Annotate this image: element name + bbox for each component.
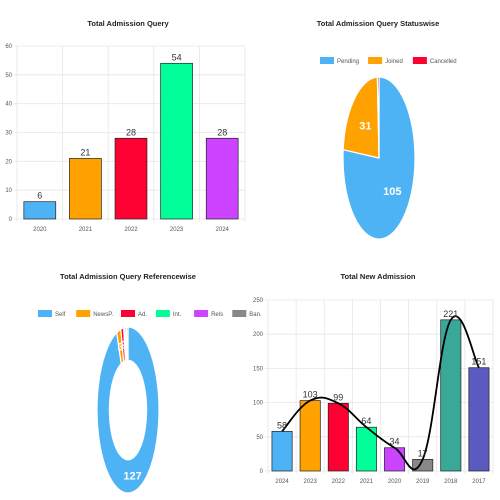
bar [468,367,490,472]
data-label: 28 [126,127,136,137]
chart1-title: Total Admission Query [87,19,169,28]
data-label: 103 [303,390,318,400]
chart-admission-query-statuswise: Total Admission Query Statuswise Pending… [317,19,457,240]
data-label: 54 [172,52,182,62]
legend-label[interactable]: Pending [337,59,359,65]
data-label: 21 [80,147,90,157]
legend-swatch[interactable] [76,310,91,317]
x-tick-label: 2024 [216,227,230,233]
bar [299,400,321,472]
legend-label[interactable]: Int. [173,312,182,318]
x-tick-label: 2017 [472,479,486,485]
legend-label[interactable]: Ban. [249,312,262,318]
y-tick-label: 10 [5,188,12,194]
chart3-title: Total Admission Query Referencewise [60,272,196,281]
slice-label: 3 [118,342,124,354]
data-label: 58 [277,420,287,430]
slice [96,326,160,494]
legend-label[interactable]: Cancelled [430,59,457,65]
x-tick-label: 2022 [332,479,346,485]
bar [114,137,148,220]
y-tick-label: 100 [253,401,264,407]
y-tick-label: 50 [256,435,263,441]
legend-label[interactable]: Ad. [138,312,147,318]
legend-label[interactable]: Joined [385,59,403,65]
legend-swatch[interactable] [38,310,52,317]
legend-label[interactable]: NewsP. [93,312,113,318]
slice-label: 2 [120,340,126,352]
slice-label: 127 [123,470,141,482]
legend-swatch[interactable] [155,310,170,317]
y-tick-label: 30 [5,131,12,137]
data-label: 151 [471,357,486,367]
data-label: 221 [443,309,458,319]
slice [125,326,129,361]
y-tick-label: 20 [5,159,12,165]
x-tick-label: 2023 [304,479,318,485]
bar [160,62,193,220]
y-tick-label: 200 [253,332,264,338]
x-tick-label: 2019 [416,479,430,485]
x-tick-label: 2023 [170,227,184,233]
legend-swatch[interactable] [232,310,247,317]
y-tick-label: 150 [253,366,264,372]
legend-swatch[interactable] [194,310,209,317]
data-label: 6 [37,191,42,201]
slice-label: 31 [359,121,371,133]
x-tick-label: 2018 [444,479,458,485]
y-tick-label: 0 [9,217,13,223]
x-tick-label: 2024 [275,479,289,485]
bar [384,447,406,472]
bar [69,158,102,220]
x-tick-label: 2021 [360,479,374,485]
x-tick-label: 2022 [124,227,138,233]
data-label: 17 [418,448,428,458]
y-tick-label: 250 [253,298,264,304]
bar [327,402,349,472]
y-tick-label: 60 [5,44,12,50]
y-tick-label: 0 [260,469,264,475]
legend-swatch[interactable] [368,57,383,64]
legend-label[interactable]: Self [55,312,66,318]
y-tick-label: 40 [5,102,12,108]
bar [271,430,293,472]
bar [23,201,57,220]
chart2-title: Total Admission Query Statuswise [317,19,440,28]
legend-label[interactable]: Rels [211,312,223,318]
legend-swatch[interactable] [320,57,334,64]
slice-label: 105 [383,186,401,198]
x-tick-label: 2020 [388,479,402,485]
chart4-title: Total New Admission [340,272,415,281]
x-tick-label: 2021 [79,227,93,233]
slice [342,76,380,159]
bar [205,137,239,220]
x-tick-label: 2020 [33,227,47,233]
data-label: 64 [361,416,371,426]
legend-swatch[interactable] [121,310,135,317]
slice [376,76,380,159]
slice [342,76,416,240]
trend-line [281,315,480,471]
data-label: 99 [333,392,343,402]
data-label: 34 [390,437,400,447]
legend-swatch[interactable] [412,57,427,64]
chart-total-admission-query: Total Admission Query 6 21 28 54 28 2020 2021… [5,19,246,233]
data-label: 28 [217,127,227,137]
y-tick-label: 50 [5,73,12,79]
chart-admission-query-referencewise: Total Admission Query Referencewise Self… [38,272,262,494]
